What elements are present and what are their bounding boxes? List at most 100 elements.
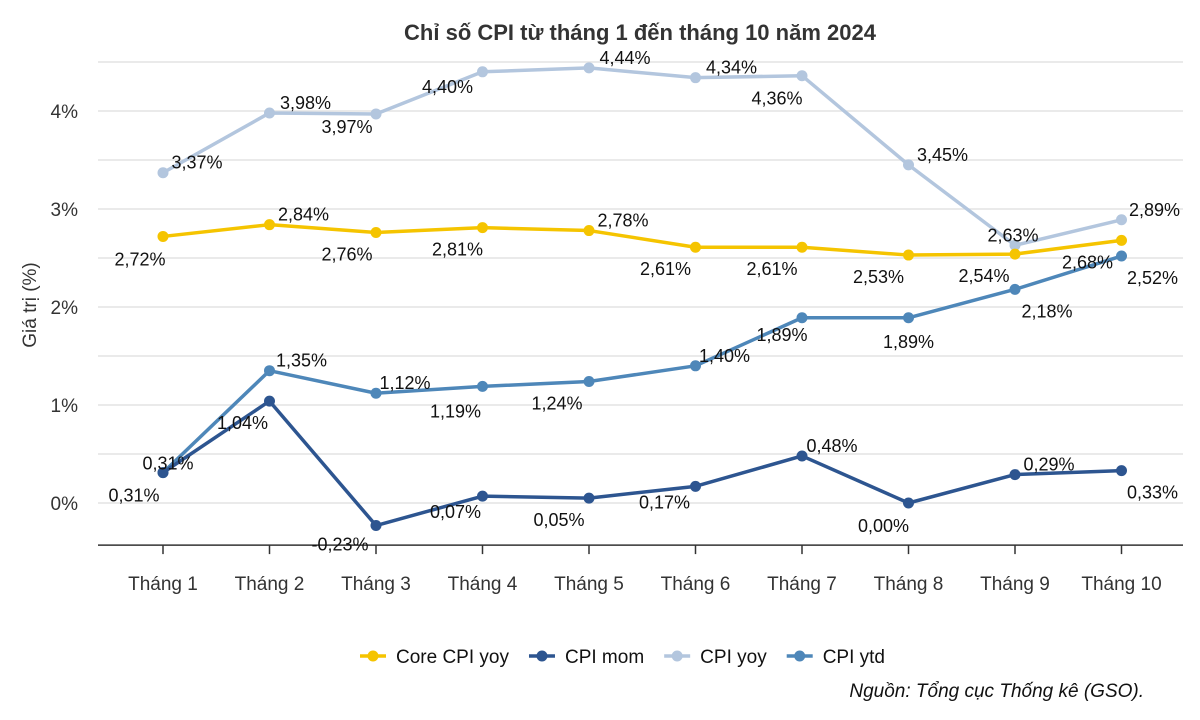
data-label-core-cpi-yoy: 2,78% (597, 211, 648, 231)
y-tick-label: 0% (51, 494, 79, 515)
data-point-cpi-ytd (583, 375, 595, 387)
x-tick-label: Tháng 2 (235, 574, 305, 595)
data-point-cpi-mom (1009, 469, 1021, 481)
legend-label: CPI yoy (700, 647, 767, 668)
data-point-cpi-yoy (370, 108, 382, 120)
data-point-cpi-yoy (583, 62, 595, 74)
data-label-cpi-yoy: 4,44% (599, 48, 650, 68)
data-label-cpi-yoy: 4,34% (706, 58, 757, 78)
data-label-cpi-ytd: 2,52% (1127, 268, 1178, 288)
data-label-cpi-mom: 0,31% (142, 454, 193, 474)
grid-lines (98, 61, 1183, 504)
data-label-cpi-yoy: 4,40% (422, 77, 473, 97)
legend-item-core-cpi-yoy: Core CPI yoy (360, 647, 509, 668)
legend-item-cpi-yoy: CPI yoy (664, 647, 767, 668)
y-axis-label: Giá trị (%) (20, 262, 41, 348)
data-label-cpi-mom: 0,17% (639, 492, 690, 512)
data-point-cpi-mom (903, 497, 914, 509)
data-point-core-cpi-yoy (1009, 248, 1021, 260)
data-point-cpi-mom (477, 490, 488, 502)
data-label-cpi-ytd: 1,19% (430, 401, 481, 421)
legend-swatch-marker (671, 650, 683, 662)
legend-item-cpi-mom: CPI mom (528, 647, 644, 668)
legend-label: CPI ytd (823, 647, 885, 668)
data-label-cpi-ytd: 1,24% (531, 393, 582, 413)
data-point-cpi-ytd (264, 365, 275, 377)
data-point-core-cpi-yoy (370, 227, 382, 239)
legend-label: CPI mom (565, 647, 644, 668)
legend-swatch-marker (536, 650, 548, 662)
data-point-cpi-ytd (370, 387, 382, 399)
data-label-core-cpi-yoy: 2,76% (321, 245, 372, 265)
data-label-cpi-ytd: 2,18% (1021, 301, 1072, 321)
data-point-core-cpi-yoy (690, 241, 701, 253)
data-point-core-cpi-yoy (903, 249, 914, 261)
data-label-cpi-ytd: 1,12% (379, 373, 430, 393)
x-tick-label: Tháng 7 (767, 574, 837, 595)
y-tick-label: 4% (51, 102, 79, 123)
data-point-core-cpi-yoy (477, 222, 488, 234)
data-point-cpi-yoy (264, 107, 275, 119)
data-point-cpi-ytd (690, 360, 701, 372)
series-line-cpi-yoy (162, 66, 1122, 248)
data-label-core-cpi-yoy: 2,72% (114, 249, 165, 269)
data-label-cpi-ytd: 1,40% (699, 346, 750, 366)
data-label-cpi-yoy: 4,36% (751, 89, 802, 109)
data-point-cpi-mom (157, 467, 169, 479)
data-point-cpi-mom (1116, 465, 1127, 477)
legend: Core CPI yoy CPI mom CPI yoy CPI ytd (360, 647, 885, 668)
data-label-cpi-ytd: 1,35% (276, 351, 327, 371)
x-tick-label: Tháng 4 (448, 574, 518, 595)
legend-label: Core CPI yoy (396, 647, 509, 668)
data-label-cpi-mom: 0,07% (430, 502, 481, 522)
data-label-cpi-yoy: 3,45% (917, 145, 968, 165)
data-label-cpi-yoy: 2,89% (1129, 200, 1180, 220)
data-point-core-cpi-yoy (264, 219, 275, 231)
data-point-cpi-mom (690, 480, 701, 492)
series-line-cpi-mom (162, 399, 1122, 528)
data-point-cpi-mom (796, 450, 808, 462)
data-label-core-cpi-yoy: 2,84% (278, 205, 329, 225)
x-tick-label: Tháng 8 (874, 574, 944, 595)
x-tick-label: Tháng 3 (341, 574, 411, 595)
y-tick-label: 1% (51, 396, 79, 417)
x-tick-label: Tháng 9 (980, 574, 1050, 595)
series-line-core-cpi-yoy (162, 222, 1122, 257)
data-point-cpi-yoy (903, 159, 914, 171)
axes: 0% 1% 2% 3% 4% Tháng 1 Tháng 2 Tháng 3 Tháng 4 Th… (51, 102, 1183, 595)
y-tick-label: 3% (51, 200, 79, 221)
data-label-cpi-ytd: 1,89% (756, 325, 807, 345)
source-note: Nguồn: Tổng cục Thống kê (GSO). (849, 681, 1144, 702)
data-label-cpi-mom: 0,29% (1023, 455, 1074, 475)
chart-title: Chỉ số CPI từ tháng 1 đến tháng 10 năm 2… (404, 20, 877, 45)
data-label-cpi-mom: 0,05% (533, 510, 584, 530)
data-label-core-cpi-yoy: 2,53% (853, 267, 904, 287)
data-point-cpi-ytd (1116, 250, 1127, 262)
legend-swatch-marker (794, 650, 806, 662)
data-point-core-cpi-yoy (583, 225, 595, 237)
data-label-cpi-mom: 0,33% (1127, 483, 1178, 503)
data-point-cpi-mom (264, 395, 275, 407)
data-point-cpi-ytd (903, 312, 914, 324)
data-label-cpi-yoy: 2,63% (987, 225, 1038, 245)
legend-item-cpi-ytd: CPI ytd (786, 647, 885, 668)
data-label-core-cpi-yoy: 2,68% (1062, 252, 1113, 272)
data-label-cpi-ytd: 1,89% (883, 332, 934, 352)
data-point-cpi-yoy (477, 66, 488, 78)
data-point-cpi-yoy (157, 167, 169, 179)
data-point-cpi-ytd (477, 380, 488, 392)
data-point-cpi-yoy (1116, 214, 1127, 226)
data-label-core-cpi-yoy: 2,61% (746, 259, 797, 279)
data-labels: 3,37% 3,98% 3,97% 4,40% 4,44% 4,34% 4,36% 3,45%… (108, 48, 1180, 555)
data-label-core-cpi-yoy: 2,54% (958, 266, 1009, 286)
data-point-cpi-ytd (796, 312, 808, 324)
x-tick-label: Tháng 5 (554, 574, 624, 595)
data-point-cpi-mom (583, 492, 595, 504)
x-tick-label: Tháng 6 (661, 574, 731, 595)
y-tick-label: 2% (51, 298, 79, 319)
data-label-cpi-mom: -0,23% (311, 535, 368, 555)
data-label-cpi-yoy: 3,37% (171, 153, 222, 173)
x-tick-label: Tháng 1 (128, 574, 198, 595)
legend-swatch-marker (367, 650, 379, 662)
data-label-cpi-mom: 0,00% (858, 516, 909, 536)
